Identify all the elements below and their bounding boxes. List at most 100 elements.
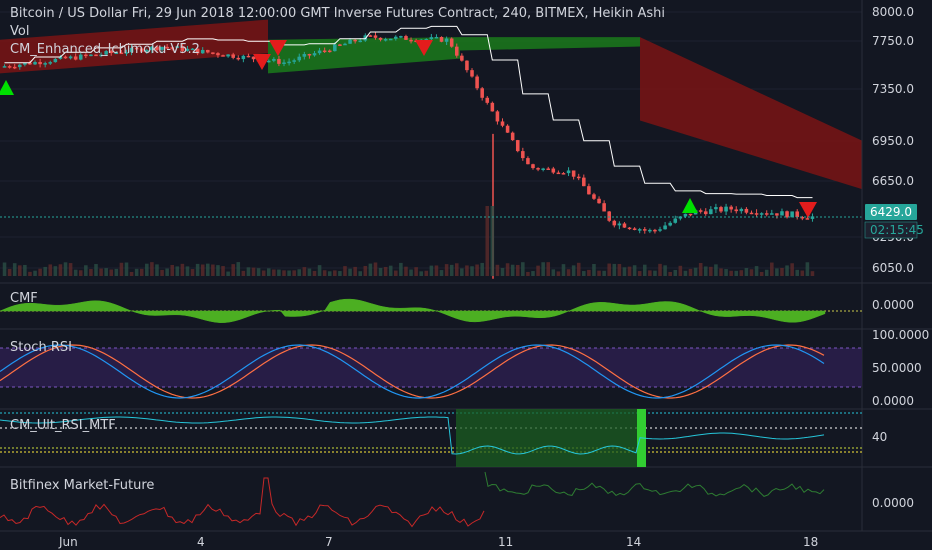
candle-body bbox=[587, 186, 591, 195]
candle-body bbox=[485, 97, 490, 103]
vol-label: Vol bbox=[10, 24, 29, 39]
candle-body bbox=[653, 229, 657, 232]
volume-bar bbox=[754, 266, 759, 276]
volume-bar bbox=[33, 270, 37, 276]
candle-body bbox=[190, 48, 195, 51]
candle-body bbox=[582, 177, 586, 187]
stoch-rsi-pane[interactable] bbox=[0, 344, 862, 399]
kumo-segment bbox=[268, 37, 460, 74]
candle-body bbox=[282, 62, 286, 64]
candle-body bbox=[465, 60, 469, 71]
volume-bar bbox=[221, 266, 225, 276]
volume-bar bbox=[261, 270, 266, 276]
volume-bar bbox=[642, 264, 647, 276]
cmf-pane[interactable] bbox=[0, 298, 862, 323]
cmf-label: CMF bbox=[10, 291, 38, 306]
kumo-segment bbox=[0, 19, 268, 74]
candle-body bbox=[322, 50, 327, 53]
candle-body bbox=[287, 61, 291, 64]
cmf-area bbox=[0, 298, 826, 323]
stoch-band bbox=[0, 348, 862, 387]
volume-bar bbox=[536, 265, 540, 276]
volume-bar bbox=[89, 269, 93, 276]
candle-body bbox=[211, 52, 215, 54]
volume-bar bbox=[541, 262, 545, 276]
candle-body bbox=[109, 51, 114, 53]
volume-bar bbox=[587, 269, 591, 276]
volume-bar bbox=[470, 266, 474, 276]
candle-body bbox=[241, 55, 246, 60]
mf-tick: 0.0000 bbox=[872, 496, 914, 510]
volume-bar bbox=[444, 264, 449, 276]
candle-body bbox=[673, 218, 678, 223]
volume-bar bbox=[53, 266, 58, 276]
rsi-tick: 40 bbox=[872, 430, 887, 444]
candle-body bbox=[551, 168, 556, 173]
volume-bar bbox=[373, 262, 378, 276]
volume-bar bbox=[155, 264, 159, 276]
candle-body bbox=[317, 50, 322, 54]
volume-bar bbox=[607, 263, 611, 276]
volume-bar bbox=[805, 262, 810, 276]
volume-bar bbox=[658, 263, 662, 276]
volume-bar bbox=[43, 266, 47, 276]
volume-bar bbox=[409, 269, 413, 276]
volume-bar bbox=[582, 271, 586, 276]
volume-bar bbox=[592, 264, 596, 276]
volume-bar bbox=[368, 263, 373, 276]
volume-bar bbox=[170, 264, 175, 276]
volume-bar bbox=[297, 269, 302, 276]
time-axis: Jun 4 7 11 14 18 bbox=[58, 535, 818, 549]
x-tick: 14 bbox=[626, 535, 641, 549]
volume-bar bbox=[434, 265, 439, 276]
candle-body bbox=[637, 229, 642, 231]
volume-bar bbox=[526, 271, 530, 276]
candle-body bbox=[266, 60, 271, 63]
volume-bar bbox=[190, 269, 195, 276]
volume-bar bbox=[475, 264, 479, 276]
volume-bar bbox=[307, 268, 312, 276]
candle-body bbox=[785, 211, 789, 218]
volume-bar bbox=[129, 271, 134, 276]
volume-bar bbox=[114, 268, 119, 276]
volume-bar bbox=[673, 269, 678, 276]
candle-body bbox=[424, 39, 429, 41]
candle-body bbox=[795, 211, 799, 217]
rsi-mtf-pane[interactable] bbox=[0, 409, 862, 467]
volume-bar bbox=[775, 268, 779, 276]
volume-bar bbox=[515, 264, 520, 276]
candle-body bbox=[521, 151, 525, 159]
candle-body bbox=[48, 62, 53, 64]
candle-body bbox=[709, 209, 713, 215]
candle-body bbox=[566, 170, 571, 174]
candle-body bbox=[368, 35, 373, 37]
y-tick: 7350.0 bbox=[872, 82, 914, 96]
candle-body bbox=[775, 213, 779, 216]
candle-body bbox=[129, 47, 134, 53]
volume-bar bbox=[175, 266, 180, 276]
volume-bar bbox=[566, 269, 571, 276]
price-pane[interactable] bbox=[0, 11, 862, 279]
volume-bar bbox=[688, 268, 693, 276]
market-future-pane[interactable] bbox=[0, 471, 825, 528]
volume-bar bbox=[749, 269, 754, 276]
candle-body bbox=[510, 132, 515, 141]
candle-body bbox=[531, 164, 535, 169]
volume-bar bbox=[241, 270, 246, 276]
candle-body bbox=[571, 170, 576, 177]
volume-bar bbox=[622, 267, 627, 276]
candle-body bbox=[490, 102, 495, 112]
candle-body bbox=[663, 225, 667, 230]
candle-body bbox=[505, 125, 510, 133]
candle-body bbox=[449, 38, 454, 47]
volume-bar bbox=[38, 268, 42, 276]
volume-bar bbox=[454, 263, 459, 276]
candle-body bbox=[576, 176, 581, 179]
volume-bar bbox=[99, 268, 103, 276]
volume-bar bbox=[383, 266, 388, 276]
candle-body bbox=[358, 40, 363, 43]
candle-body bbox=[150, 46, 154, 51]
candle-body bbox=[175, 46, 180, 48]
candle-body bbox=[719, 207, 723, 212]
